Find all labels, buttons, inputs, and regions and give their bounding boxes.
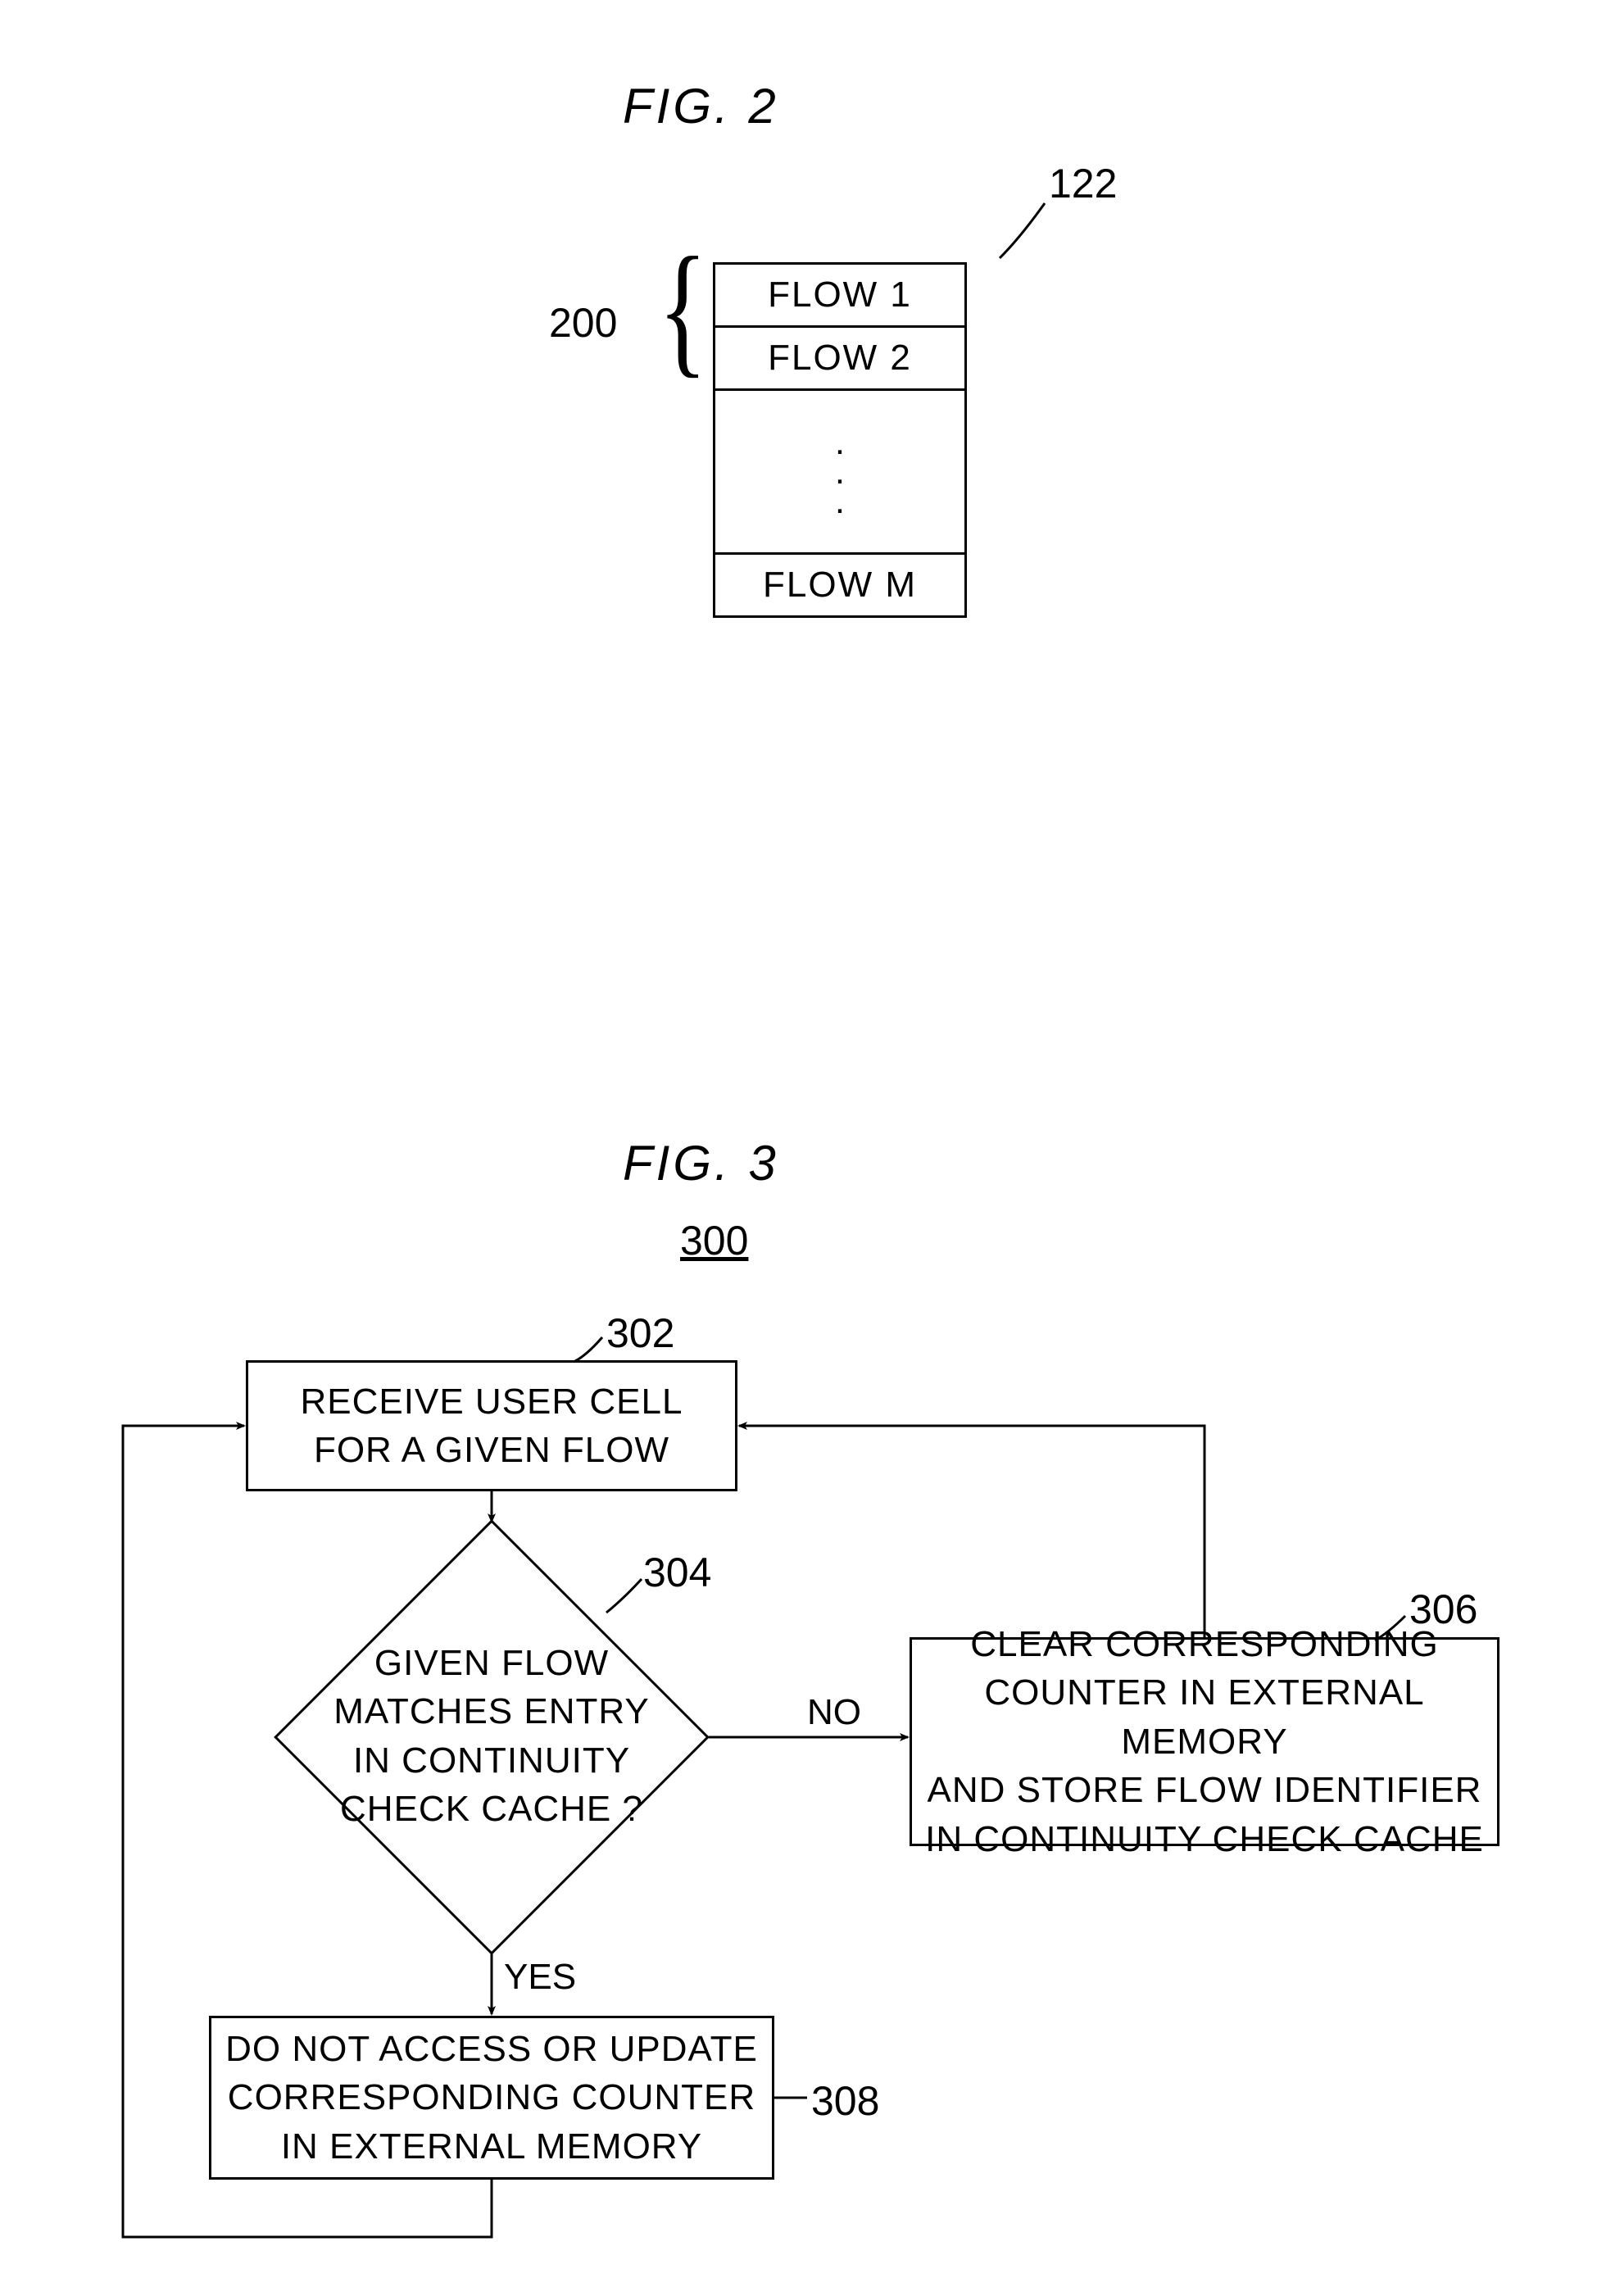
flow-row-1: FLOW 1 xyxy=(715,265,964,328)
page: FIG. 2 122 200 { FLOW 1 FLOW 2 ... FLOW … xyxy=(0,0,1597,2296)
flow-row-dots: ... xyxy=(715,391,964,555)
node-306-text: CLEAR CORRESPONDING COUNTER IN EXTERNAL … xyxy=(920,1620,1489,1863)
node-302-receive-user-cell: RECEIVE USER CELL FOR A GIVEN FLOW xyxy=(246,1360,737,1491)
fig2-ref-122: 122 xyxy=(1049,160,1117,207)
node-304-text: GIVEN FLOW MATCHES ENTRY IN CONTINUITY C… xyxy=(315,1639,668,1834)
fig3-ref-300: 300 xyxy=(680,1217,748,1264)
node-306-ref: 306 xyxy=(1409,1586,1477,1633)
node-308-do-not-access: DO NOT ACCESS OR UPDATE CORRESPONDING CO… xyxy=(209,2016,774,2180)
fig2-ref-200: 200 xyxy=(549,299,617,347)
fig2-brace: { xyxy=(658,224,707,393)
edge-label-yes: YES xyxy=(504,1957,576,1998)
edge-label-no: NO xyxy=(807,1692,861,1733)
fig3-title: FIG. 3 xyxy=(623,1135,779,1191)
node-308-text: DO NOT ACCESS OR UPDATE CORRESPONDING CO… xyxy=(225,2025,758,2171)
node-302-ref: 302 xyxy=(606,1309,674,1357)
fig2-flow-table: FLOW 1 FLOW 2 ... FLOW M xyxy=(713,262,967,618)
fig2-title: FIG. 2 xyxy=(623,78,779,134)
node-306-clear-counter: CLEAR CORRESPONDING COUNTER IN EXTERNAL … xyxy=(910,1637,1499,1846)
node-302-text: RECEIVE USER CELL FOR A GIVEN FLOW xyxy=(301,1377,683,1475)
node-304-ref: 304 xyxy=(643,1549,711,1596)
node-308-ref: 308 xyxy=(811,2077,879,2125)
flow-row-m: FLOW M xyxy=(715,555,964,615)
flow-row-2: FLOW 2 xyxy=(715,328,964,391)
